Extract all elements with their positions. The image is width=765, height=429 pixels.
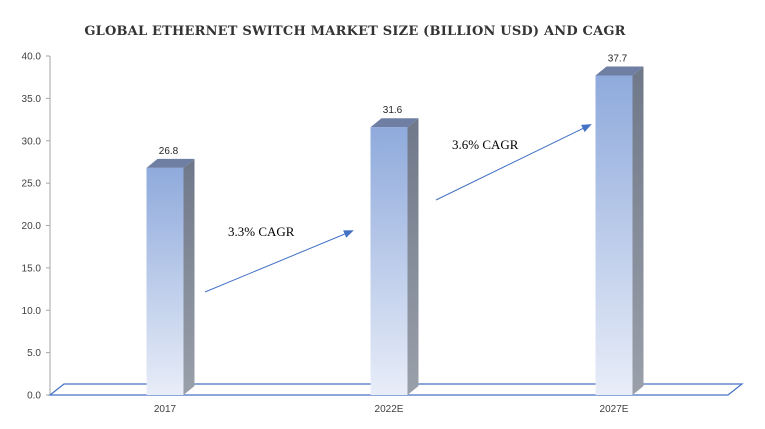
y-tick-label: 15.0 bbox=[22, 263, 42, 274]
bar-top-face bbox=[370, 118, 419, 128]
y-tick-label: 25.0 bbox=[22, 179, 42, 190]
data-label: 37.7 bbox=[608, 53, 628, 64]
data-label: 26.8 bbox=[159, 146, 179, 157]
data-label: 31.6 bbox=[383, 105, 403, 116]
y-tick-label: 30.0 bbox=[22, 136, 42, 147]
cagr-arrow bbox=[204, 230, 354, 293]
y-axis: 0.0 5.0 10.0 15.0 20.0 25.0 30.0 35.0 40.0 bbox=[22, 52, 51, 402]
chart-floor bbox=[48, 383, 744, 396]
x-tick-label: 2017 bbox=[154, 404, 177, 415]
bar-2017 bbox=[146, 158, 195, 395]
bar-2027E bbox=[595, 66, 644, 396]
floor-plane bbox=[48, 383, 744, 396]
bar-top-face bbox=[146, 158, 195, 168]
y-tick-label: 35.0 bbox=[22, 94, 42, 105]
cagr-arrow bbox=[435, 124, 592, 201]
cagr-label: 3.3% CAGR bbox=[228, 224, 295, 239]
y-tick-label: 10.0 bbox=[22, 306, 42, 317]
bar-front-face bbox=[595, 75, 633, 396]
cagr-annotations: 3.3% CAGR 3.6% CAGR bbox=[204, 124, 592, 293]
x-axis-labels: 2017 2022E 2027E bbox=[154, 404, 629, 415]
bar-side-face bbox=[407, 118, 419, 395]
y-tick-label: 40.0 bbox=[22, 52, 42, 63]
chart-title: GLOBAL ETHERNET SWITCH MARKET SIZE (BILL… bbox=[84, 24, 625, 39]
bars bbox=[146, 66, 644, 396]
y-tick-label: 0.0 bbox=[27, 391, 41, 402]
bar-side-face bbox=[632, 66, 644, 396]
y-tick-label: 20.0 bbox=[22, 221, 42, 232]
cagr-label: 3.6% CAGR bbox=[452, 137, 519, 152]
x-tick-label: 2022E bbox=[375, 404, 404, 415]
bar-side-face bbox=[183, 158, 195, 395]
bar-front-face bbox=[146, 167, 184, 395]
data-labels: 26.8 31.6 37.7 bbox=[159, 53, 628, 156]
x-tick-label: 2027E bbox=[600, 404, 629, 415]
bar-front-face bbox=[370, 127, 408, 395]
bar-top-face bbox=[595, 66, 644, 76]
y-tick-label: 5.0 bbox=[27, 348, 41, 359]
bar-2022E bbox=[370, 118, 419, 395]
